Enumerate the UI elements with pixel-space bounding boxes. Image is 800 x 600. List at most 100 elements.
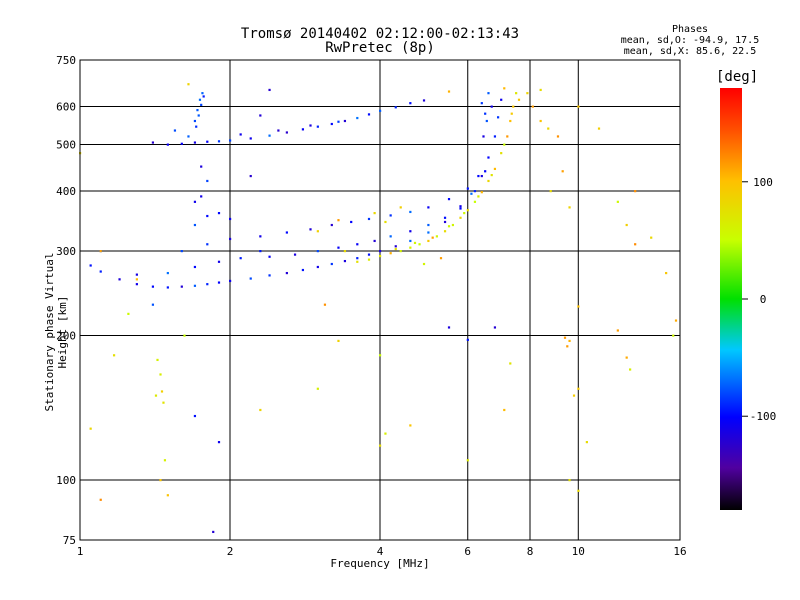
o-mode-point	[229, 217, 232, 221]
x-mode-point	[556, 135, 560, 138]
x-axis-label: Frequency [MHz]	[330, 557, 430, 570]
o-mode-point	[166, 143, 169, 146]
x-tick-label: 8	[527, 545, 534, 558]
x-mode-point	[539, 119, 542, 123]
o-mode-point	[443, 216, 447, 219]
o-mode-point	[487, 156, 490, 159]
x-tick-label: 2	[227, 545, 234, 558]
x-mode-point	[616, 329, 619, 332]
x-mode-point	[431, 236, 434, 239]
o-mode-point	[206, 214, 209, 218]
x-mode-point	[159, 479, 162, 482]
x-mode-point	[503, 143, 506, 146]
x-mode-point	[447, 225, 451, 228]
x-mode-point	[162, 401, 165, 404]
x-mode-point	[127, 312, 130, 315]
x-mode-point	[373, 212, 376, 215]
o-mode-point	[151, 141, 155, 144]
o-mode-point	[356, 257, 359, 260]
o-mode-point	[373, 239, 376, 243]
x-mode-point	[616, 200, 619, 203]
o-mode-point	[330, 223, 333, 227]
o-mode-point	[187, 135, 190, 138]
y-axis-label: Stationary phase Virtual Height [km]	[43, 252, 69, 412]
x-mode-point	[503, 408, 506, 412]
x-mode-point	[451, 223, 455, 227]
o-mode-point	[293, 253, 297, 256]
x-mode-point	[629, 368, 632, 371]
o-mode-point	[239, 257, 242, 260]
o-mode-point	[409, 230, 412, 233]
o-mode-point	[379, 109, 382, 112]
x-mode-point	[625, 356, 628, 359]
o-mode-point	[422, 99, 426, 102]
o-mode-point	[268, 88, 271, 92]
x-mode-point	[187, 83, 190, 86]
o-mode-point	[409, 102, 412, 105]
o-mode-point	[206, 243, 209, 246]
phase-stats-title: Phases	[671, 24, 709, 35]
o-mode-point	[249, 277, 252, 280]
x-mode-point	[577, 105, 580, 108]
x-mode-point	[665, 271, 668, 275]
x-mode-point	[99, 250, 102, 253]
o-mode-point	[249, 137, 252, 140]
y-tick-label: 100	[56, 474, 76, 487]
o-mode-point	[193, 141, 197, 144]
o-mode-point	[197, 114, 200, 117]
o-mode-point	[202, 95, 205, 98]
x-mode-point	[515, 92, 518, 95]
x-mode-point	[466, 209, 469, 212]
x-mode-point	[650, 236, 653, 239]
o-mode-point	[193, 200, 197, 203]
x-mode-point	[379, 354, 382, 357]
o-mode-point	[447, 326, 451, 329]
o-mode-point	[309, 228, 312, 231]
x-mode-point	[183, 334, 186, 337]
o-mode-point	[249, 174, 252, 178]
x-mode-point	[447, 90, 451, 93]
o-mode-point	[337, 120, 340, 123]
o-mode-point	[193, 414, 197, 418]
x-mode-point	[566, 345, 569, 348]
o-mode-point	[206, 140, 209, 143]
o-mode-point	[180, 285, 183, 288]
o-mode-point	[316, 265, 319, 269]
x-mode-point	[577, 305, 580, 308]
o-mode-point	[268, 134, 271, 137]
x-mode-point	[413, 241, 417, 245]
o-mode-point	[193, 284, 197, 287]
x-mode-point	[163, 459, 167, 462]
plot-frame	[79, 59, 681, 541]
o-mode-point	[166, 271, 169, 275]
grid-lines	[80, 60, 680, 540]
o-mode-point	[201, 92, 204, 95]
y-tick-label: 750	[56, 54, 76, 67]
x-mode-point	[384, 432, 387, 435]
x-mode-point	[379, 444, 382, 447]
x-mode-point	[399, 206, 402, 209]
o-mode-point	[212, 530, 215, 534]
o-mode-point	[239, 133, 242, 136]
x-mode-point	[625, 223, 628, 227]
x-mode-point	[539, 88, 542, 92]
o-mode-point	[484, 112, 487, 115]
x-mode-point	[409, 424, 412, 427]
x-mode-point	[568, 339, 571, 343]
colorbar-ticks: 100 0 -100	[742, 176, 776, 423]
x-mode-point	[563, 336, 567, 339]
phase-stats-o: mean, sd,O: -94.9, 17.5	[620, 35, 760, 46]
o-mode-point	[268, 255, 271, 258]
o-mode-point	[118, 278, 121, 281]
colorbar-tick-label: 0	[760, 293, 767, 306]
x-mode-point	[634, 190, 637, 193]
o-mode-point	[229, 139, 232, 142]
x-mode-point	[459, 216, 462, 219]
o-mode-point	[356, 243, 359, 246]
colorbar	[720, 88, 742, 510]
x-mode-point	[166, 494, 169, 497]
x-tick-label: 4	[377, 545, 384, 558]
x-mode-point	[379, 254, 382, 258]
o-mode-point	[389, 235, 392, 238]
